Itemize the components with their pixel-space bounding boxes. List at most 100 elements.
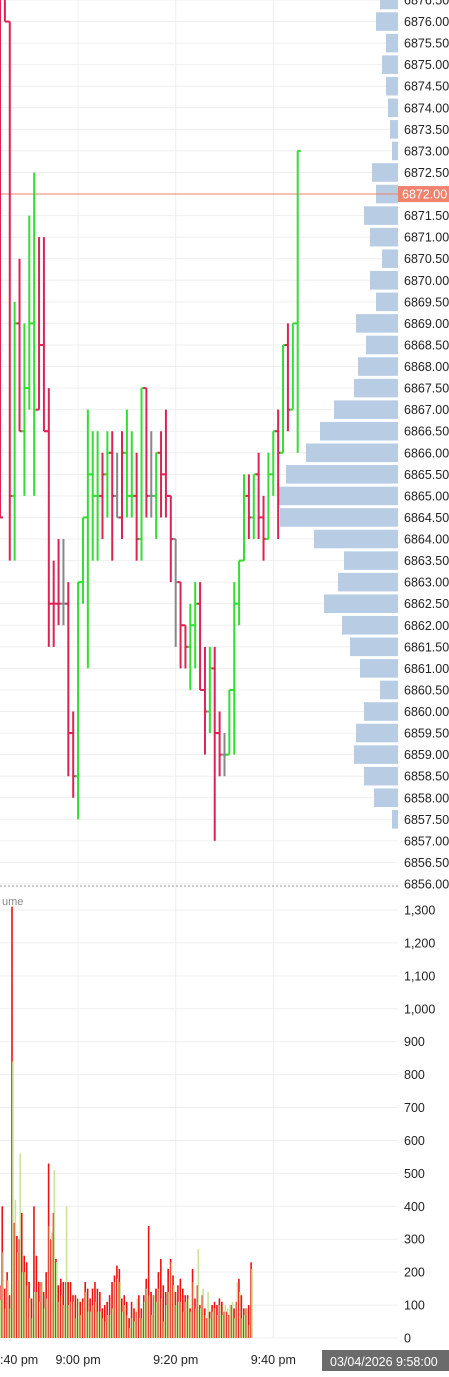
- volume-tick-label: 700: [404, 1101, 425, 1115]
- volume-bar-buy: [219, 1305, 222, 1338]
- volume-bar-sell: [64, 1282, 67, 1338]
- volume-axis[interactable]: 1,300 1,200 1,100 1,000 900 800 700 600 500 400 30…: [404, 904, 435, 1346]
- volume-bar-buy: [24, 1272, 26, 1338]
- volume-bar-buy: [14, 1199, 17, 1338]
- volume-bar: [1, 1206, 4, 1338]
- volume-bar-buy: [114, 1282, 117, 1338]
- price-tick-label: 6874.50: [404, 80, 449, 94]
- volume-bar-buy: [85, 1291, 87, 1338]
- volume-bar: [25, 1262, 29, 1338]
- volume-bar: [201, 1288, 205, 1338]
- volume-bar-buy: [173, 1285, 175, 1338]
- volume-bar-buy: [60, 1295, 63, 1338]
- volume-bar-buy: [136, 1298, 139, 1338]
- volume-bar-sell: [72, 1295, 74, 1338]
- price-tick-label: 6870.00: [404, 274, 449, 288]
- volume-bar: [213, 1301, 217, 1338]
- volume-profile-row: [380, 0, 398, 10]
- volume-profile: [278, 0, 398, 829]
- volume-bar: [69, 1282, 73, 1338]
- volume-bar-buy: [80, 1314, 83, 1338]
- current-price-label: 6872.00: [402, 188, 447, 202]
- volume-bar: [172, 1275, 175, 1338]
- price-tick-label: 6875.50: [404, 37, 449, 51]
- volume-bar-sell: [60, 1278, 62, 1338]
- volume-bar: [184, 1295, 187, 1338]
- volume-bar: [223, 1305, 226, 1338]
- volume-bar: [6, 1272, 9, 1338]
- volume-bar: [186, 1295, 190, 1338]
- volume-tick-label: 1,200: [404, 936, 435, 950]
- volume-bar-sell: [247, 1305, 250, 1338]
- volume-profile-row: [386, 33, 398, 53]
- volume-bar-sell: [118, 1268, 121, 1338]
- ohlc-bar: [211, 646, 218, 841]
- volume-bar: [142, 1295, 146, 1338]
- volume-bar-buy: [48, 1226, 51, 1338]
- volume-bar: [111, 1282, 114, 1338]
- volume-bar-buy: [229, 1305, 231, 1338]
- volume-profile-row: [364, 766, 398, 786]
- volume-bar-buy: [175, 1305, 178, 1338]
- volume-profile-row: [374, 788, 398, 808]
- volume-bar: [18, 1153, 22, 1338]
- volume-bar-buy: [46, 1298, 48, 1338]
- volume-bar-sell: [121, 1298, 123, 1338]
- ohlc-bar: [250, 473, 257, 540]
- volume-bar-sell: [128, 1318, 130, 1338]
- volume-profile-row: [350, 637, 398, 657]
- volume-bar-sell: [160, 1258, 162, 1338]
- volume-tick-label: 1,300: [404, 904, 435, 918]
- volume-bar-buy: [141, 1318, 144, 1338]
- volume-bar-sell: [140, 1308, 143, 1338]
- time-axis[interactable]: :40 pm 9:00 pm 9:20 pm 9:40 pm: [0, 1353, 296, 1367]
- volume-bar: [74, 1295, 78, 1338]
- volume-bar-sell: [123, 1295, 126, 1338]
- volume-bar-buy: [226, 1308, 229, 1338]
- ohlc-bar: [172, 538, 179, 647]
- volume-bar: [235, 1282, 239, 1338]
- volume-bar-sell: [167, 1268, 169, 1338]
- volume-bar: [147, 1226, 151, 1338]
- volume-bar-sell: [138, 1295, 140, 1338]
- volume-bar: [130, 1301, 134, 1338]
- volume-bar-buy: [19, 1153, 22, 1338]
- volume-bar-sell: [150, 1291, 152, 1338]
- volume-bar-sell: [8, 1295, 11, 1338]
- volume-profile-row: [360, 659, 398, 678]
- volume-bar: [206, 1291, 209, 1338]
- volume-bar-buy: [129, 1328, 131, 1338]
- price-axis[interactable]: 6876.50 6876.00 6875.50 6875.00 6874.50 6874.…: [404, 0, 449, 892]
- volume-tick-label: 600: [404, 1134, 425, 1148]
- volume-bar: [169, 1258, 173, 1338]
- volume-bar-sell: [47, 1163, 50, 1338]
- volume-bar: [79, 1301, 83, 1338]
- volume-bar-sell: [152, 1295, 155, 1338]
- price-tick-label: 6876.50: [404, 0, 449, 8]
- volume-bar-buy: [104, 1321, 107, 1338]
- price-tick-label: 6869.50: [404, 295, 449, 309]
- volume-bar-buy: [231, 1301, 234, 1338]
- volume-bar: [182, 1288, 185, 1338]
- volume-bar-buy: [119, 1282, 122, 1338]
- volume-bar-sell: [96, 1288, 99, 1338]
- ohlc-bar: [201, 646, 208, 755]
- volume-profile-row: [334, 400, 398, 419]
- volume-bar-buy: [248, 1324, 251, 1338]
- volume-bar: [3, 1288, 7, 1338]
- time-tick-label: 9:00 pm: [55, 1353, 100, 1367]
- volume-bar: [177, 1285, 180, 1338]
- volume-bar-buy: [68, 1305, 70, 1338]
- price-tick-label: 6856.00: [404, 878, 449, 892]
- volume-profile-row: [344, 551, 398, 570]
- volume-bar-sell: [162, 1285, 165, 1338]
- volume-bar-sell: [103, 1305, 106, 1338]
- volume-bar: [91, 1288, 95, 1338]
- volume-bar: [28, 1282, 31, 1338]
- ohlc-bar: [280, 343, 287, 454]
- volume-bar-buy: [224, 1305, 226, 1338]
- volume-bar: [64, 1206, 68, 1338]
- volume-bar-buy: [26, 1285, 29, 1338]
- volume-bar: [221, 1301, 224, 1338]
